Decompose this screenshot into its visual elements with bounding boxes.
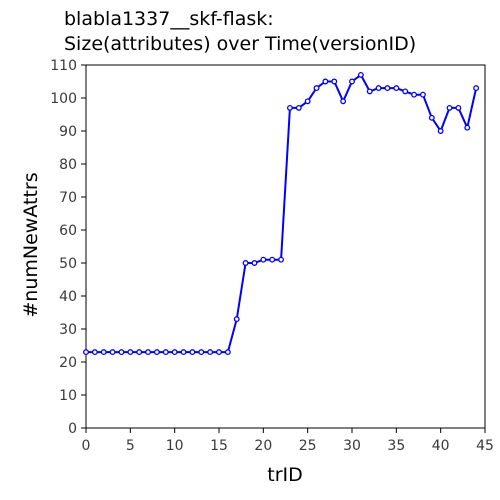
data-point [474,86,479,91]
data-point [465,125,470,130]
data-point [385,86,390,91]
y-tick-label: 0 [68,421,77,437]
data-point [110,350,115,355]
x-axis-label: trID [267,464,303,486]
y-tick-label: 10 [59,388,77,404]
data-point [438,129,443,134]
data-point [84,350,89,355]
data-point [394,86,399,91]
y-axis-label: #numNewAttrs [20,172,42,317]
data-point [252,261,257,266]
x-tick-label: 20 [254,438,272,454]
x-tick-label: 30 [343,438,361,454]
data-point [119,350,124,355]
data-point [288,106,293,111]
data-series [84,73,479,355]
data-point [261,257,266,262]
data-point [412,92,417,97]
data-point [137,350,142,355]
data-point [172,350,177,355]
y-tick-label: 90 [59,124,77,140]
data-point [332,79,337,84]
tick-marks: 0 5 10 15 20 25 30 35 40 45 0 10 20 30 40 50 60 70 80 90 100… [50,58,494,454]
data-point [323,79,328,84]
plot-frame [86,65,485,428]
data-point [208,350,213,355]
data-point [297,106,302,111]
data-point [93,350,98,355]
y-tick-label: 100 [50,91,77,107]
data-point [155,350,160,355]
data-point [199,350,204,355]
data-point [403,89,408,94]
data-point [314,86,319,91]
x-tick-label: 35 [387,438,405,454]
y-tick-label: 60 [59,223,77,239]
data-point [350,79,355,84]
x-tick-label: 25 [299,438,317,454]
y-tick-label: 70 [59,190,77,206]
data-point [341,99,346,104]
y-tick-label: 40 [59,289,77,305]
chart-title-line-1: blabla1337__skf-flask: [64,8,274,30]
y-tick-label: 110 [50,58,77,74]
data-point [101,350,106,355]
x-tick-label: 40 [432,438,450,454]
data-point [359,73,364,78]
data-point [226,350,231,355]
data-point [456,106,461,111]
x-tick-label: 10 [166,438,184,454]
data-point [181,350,186,355]
data-point [217,350,222,355]
y-tick-label: 80 [59,157,77,173]
y-tick-label: 30 [59,322,77,338]
data-point [190,350,195,355]
data-point [305,99,310,104]
chart-title-line-2: Size(attributes) over Time(versionID) [64,33,416,55]
axes [86,65,485,428]
data-point [421,92,426,97]
x-tick-label: 15 [210,438,228,454]
data-point [447,106,452,111]
series-line [86,75,476,352]
data-point [376,86,381,91]
data-point [279,257,284,262]
data-point [367,89,372,94]
x-tick-label: 45 [476,438,494,454]
data-point [128,350,133,355]
data-point [270,257,275,262]
data-point [430,116,435,121]
data-point [164,350,169,355]
data-point [146,350,151,355]
data-point [243,261,248,266]
y-tick-label: 50 [59,256,77,272]
data-point [234,317,239,322]
y-tick-label: 20 [59,355,77,371]
x-tick-label: 0 [82,438,91,454]
x-tick-label: 5 [126,438,135,454]
